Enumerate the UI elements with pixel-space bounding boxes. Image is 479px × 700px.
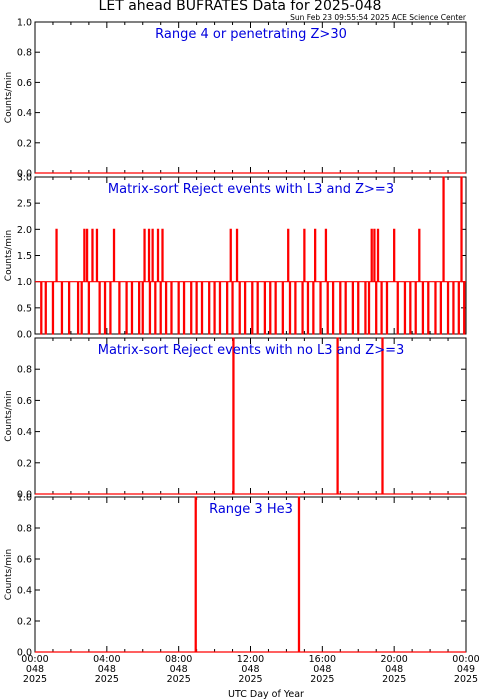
y-tick-label: 0.6 <box>17 396 32 407</box>
y-tick-label: 0.4 <box>17 427 32 438</box>
x-tick-time: 16:00 <box>309 654 336 665</box>
y-tick-label: 0.8 <box>17 524 32 535</box>
x-tick-doy: 048 <box>313 664 331 675</box>
panel-frame <box>34 337 467 495</box>
x-tick-doy: 049 <box>457 664 475 675</box>
panel-4: 0.0 0.2 0.4 0.6 0.8 1.0 Counts/min Range 3 He3 <box>4 493 467 659</box>
x-axis-label: UTC Day of Year <box>228 689 304 700</box>
y-tick-label: 0.6 <box>17 78 32 89</box>
y-tick-label: 3.0 <box>17 173 32 184</box>
x-tick-doy: 048 <box>98 664 116 675</box>
y-axis-label: Counts/min <box>4 390 14 441</box>
y-tick-label: 1.0 <box>17 493 32 504</box>
x-tick-year: 2025 <box>95 674 119 685</box>
y-tick-label: 0.0 <box>17 648 32 659</box>
panel-title: Range 3 He3 <box>209 502 293 517</box>
x-tick-year: 2025 <box>382 674 406 685</box>
y-tick-label: 0.8 <box>17 48 32 59</box>
chart-title: LET ahead BUFRATES Data for 2025-048 <box>99 0 382 14</box>
y-tick-label: 0.4 <box>17 586 32 597</box>
y-tick-label: 0.2 <box>17 458 32 469</box>
panel-title: Matrix-sort Reject events with no L3 and… <box>98 343 405 358</box>
series-line <box>35 496 466 653</box>
y-tick-label: 0.2 <box>17 138 32 149</box>
x-tick-doy: 048 <box>241 664 259 675</box>
x-tick-year: 2025 <box>23 674 47 685</box>
y-axis-label: Counts/min <box>4 230 14 281</box>
y-axis-label: Counts/min <box>4 72 14 123</box>
x-tick-doy: 048 <box>26 664 44 675</box>
series-line <box>35 176 466 335</box>
y-tick-label: 0.2 <box>17 617 32 628</box>
y-axis-label: Counts/min <box>4 549 14 600</box>
y-tick-label: 2.5 <box>17 199 32 210</box>
panel-title: Range 4 or penetrating Z>30 <box>155 27 347 42</box>
y-tick-label: 1.0 <box>17 18 32 29</box>
x-tick-doy: 048 <box>170 664 188 675</box>
x-tick-time: 12:00 <box>237 654 264 665</box>
panel-frame <box>34 496 467 653</box>
x-tick-time: 00:00 <box>21 654 48 665</box>
x-tick-year: 2025 <box>238 674 262 685</box>
y-tick-label: 0.0 <box>17 169 32 180</box>
panel-title: Matrix-sort Reject events with L3 and Z>… <box>108 182 394 197</box>
y-tick-label: 1.0 <box>17 277 32 288</box>
y-tick-label: 0.8 <box>17 365 32 376</box>
y-tick-label: 0.5 <box>17 303 32 314</box>
x-axis: 00:00048202504:00048202508:00048202512:0… <box>21 654 479 685</box>
x-tick-year: 2025 <box>310 674 334 685</box>
y-tick-label: 1.5 <box>17 251 32 262</box>
panel-3: 0.0 0.2 0.4 0.6 0.8 Counts/min Matrix-sort Rej… <box>4 337 467 501</box>
series-line <box>35 337 466 495</box>
chart-timestamp: Sun Feb 23 09:55:54 2025 ACE Science Cen… <box>290 13 467 22</box>
x-tick-doy: 048 <box>385 664 403 675</box>
panel-frame <box>34 21 467 174</box>
panel-2: 0.0 0.5 1.0 1.5 2.0 2.5 3.0 Counts/min Matrix-so… <box>4 173 467 341</box>
y-tick-label: 0.4 <box>17 108 32 119</box>
y-tick-label: 0.6 <box>17 555 32 566</box>
panel-1: 0.0 0.2 0.4 0.6 0.8 1.0 Counts/min Range 4 or p… <box>4 18 467 180</box>
x-tick-time: 04:00 <box>93 654 120 665</box>
y-tick-label: 0.0 <box>17 330 32 341</box>
x-tick-time: 20:00 <box>380 654 407 665</box>
x-tick-time: 08:00 <box>165 654 192 665</box>
x-tick-year: 2025 <box>454 674 478 685</box>
y-tick-label: 2.0 <box>17 225 32 236</box>
x-tick-time: 00:00 <box>452 654 479 665</box>
x-tick-year: 2025 <box>167 674 191 685</box>
y-tick-label: 0.0 <box>17 490 32 501</box>
